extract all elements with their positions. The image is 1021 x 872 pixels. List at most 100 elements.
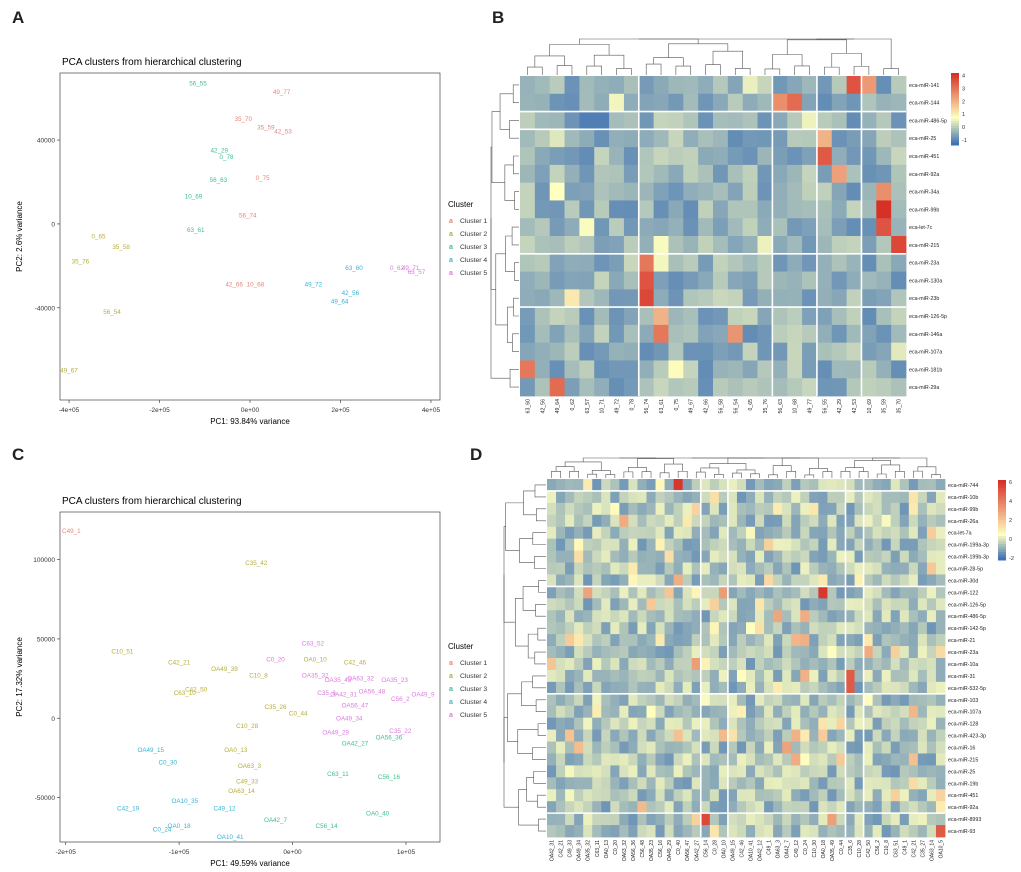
- color-legend-bar: [951, 85, 959, 88]
- heatmap-cell: [854, 753, 864, 766]
- column-label-oa49-15: OA49_15: [730, 840, 736, 861]
- heatmap-cell: [782, 669, 792, 683]
- heatmap-cell: [655, 717, 665, 730]
- heatmap-cell: [926, 669, 937, 683]
- column-dendrogram-branch: [593, 54, 625, 69]
- heatmap-cell: [619, 705, 629, 719]
- heatmap-cell: [565, 538, 575, 551]
- heatmap-cell: [556, 693, 566, 707]
- heatmap-cell: [619, 765, 629, 778]
- heatmap-cell: [700, 562, 711, 575]
- heatmap-cell: [664, 622, 675, 635]
- heatmap-cell: [836, 765, 846, 778]
- color-legend-bar: [998, 485, 1006, 489]
- heatmap-cell: [564, 271, 580, 290]
- heatmap-cell: [709, 574, 720, 587]
- row-label-eca-let-7c: eca-let-7c: [909, 225, 933, 231]
- heatmap-cell: [638, 253, 655, 272]
- heatmap-cell: [594, 307, 610, 326]
- heatmap-cell: [556, 729, 566, 742]
- column-dendrogram-branch: [664, 463, 683, 473]
- heatmap-cell: [863, 693, 874, 707]
- heatmap-cell: [664, 634, 675, 647]
- heatmap-cell: [881, 729, 892, 742]
- point-label-oa49-39: OA49_39: [211, 666, 238, 673]
- heatmap-cell: [772, 360, 788, 379]
- column-label-c0-24: C0_24: [803, 840, 809, 855]
- heatmap-cell: [700, 765, 711, 778]
- point-label-c10-51: C10_51: [111, 649, 134, 656]
- row-dendrogram-branch: [509, 369, 519, 388]
- color-legend-bar: [998, 482, 1006, 486]
- heatmap-cell: [564, 289, 580, 308]
- heatmap-cell: [610, 634, 620, 647]
- heatmap-cell: [549, 378, 565, 397]
- heatmap-cell: [594, 76, 610, 95]
- heatmap-cell: [872, 825, 883, 838]
- x-tick-label: -2e+05: [55, 849, 76, 856]
- column-dendrogram-branch: [587, 473, 598, 478]
- heatmap-cell: [592, 490, 602, 504]
- heatmap-cell: [899, 789, 910, 802]
- y-tick-label: 0: [51, 221, 55, 228]
- heatmap-cell: [583, 646, 593, 659]
- heatmap-cell: [549, 360, 565, 379]
- heatmap-cell: [727, 502, 738, 516]
- heatmap-cell: [836, 693, 846, 707]
- column-dendrogram-branch: [772, 465, 792, 475]
- heatmap-cell: [698, 253, 714, 272]
- color-legend-bar: [951, 135, 959, 139]
- column-dendrogram-branch: [858, 471, 869, 478]
- heatmap-cell: [664, 598, 675, 611]
- heatmap-cell: [764, 658, 774, 671]
- heatmap-cell: [836, 479, 846, 492]
- heatmap-cell: [549, 129, 565, 148]
- heatmap-cell: [709, 765, 720, 778]
- heatmap-cell: [698, 324, 714, 344]
- heatmap-cell: [727, 610, 738, 623]
- heatmap-cell: [718, 574, 729, 587]
- heatmap-cell: [610, 825, 620, 838]
- row-dendrogram-branch: [518, 788, 539, 826]
- heatmap-cell: [637, 789, 647, 802]
- heatmap-cell: [827, 479, 837, 492]
- heatmap-cell: [609, 76, 625, 95]
- heatmap-cell: [673, 825, 684, 838]
- heatmap-cell: [619, 777, 629, 790]
- column-dendrogram-branch: [883, 68, 899, 75]
- heatmap-cell: [818, 586, 828, 599]
- heatmap-cell: [610, 502, 620, 516]
- heatmap-cell: [836, 538, 846, 551]
- column-label-35-59: 35_59: [882, 399, 888, 414]
- row-label-eca-mir-103: eca-miR-103: [948, 698, 978, 704]
- heatmap-cell: [791, 538, 801, 551]
- heatmap-cell: [908, 514, 919, 528]
- heatmap-cell: [682, 646, 693, 659]
- column-dendrogram-branch: [824, 66, 840, 75]
- heatmap-cell: [772, 378, 788, 397]
- heatmap-cell: [574, 562, 584, 575]
- column-dendrogram-branch: [917, 466, 937, 475]
- row-label-eca-mir-23a: eca-miR-23a: [909, 261, 939, 267]
- color-legend-bar: [951, 140, 959, 144]
- heatmap-cell: [872, 693, 883, 707]
- heatmap-cell: [836, 622, 846, 635]
- heatmap-cell: [583, 562, 593, 575]
- heatmap-cell: [673, 490, 684, 504]
- heatmap-cell: [565, 777, 575, 790]
- heatmap-cell: [718, 753, 729, 766]
- heatmap-cell: [610, 705, 620, 719]
- legend-label-cluster-1: Cluster 1: [460, 218, 487, 225]
- heatmap-cell: [646, 789, 656, 802]
- heatmap-cell: [691, 610, 702, 623]
- heatmap-cell: [637, 741, 647, 754]
- heatmap-cell: [655, 705, 665, 719]
- heatmap-cell: [574, 729, 584, 742]
- heatmap-cell: [653, 271, 669, 290]
- point-label-56-63: 56_63: [210, 177, 228, 184]
- heatmap-cell: [691, 490, 702, 504]
- heatmap-cell: [891, 360, 907, 379]
- row-label-eca-mir-126-5p: eca-miR-126-5p: [909, 314, 947, 320]
- heatmap-cell: [872, 574, 883, 587]
- heatmap-cell: [691, 502, 702, 516]
